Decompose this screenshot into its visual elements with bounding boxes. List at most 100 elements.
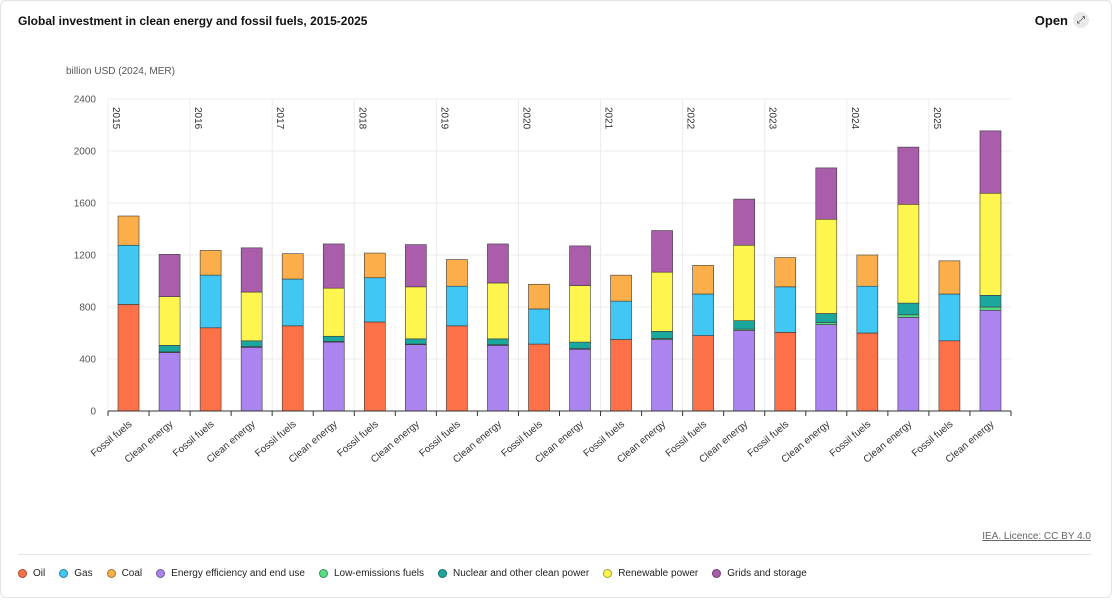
bar-segment: [487, 282, 509, 340]
legend-label: Grids and storage: [727, 568, 807, 579]
y-tick-label: 1200: [74, 251, 97, 262]
bar-segment: [281, 325, 304, 412]
year-label: 2017: [274, 107, 285, 130]
bar-segment: [856, 285, 879, 334]
year-label: 2021: [603, 107, 614, 130]
bar-segment: [651, 331, 673, 339]
bar-segment: [281, 278, 304, 327]
bar-segment: [487, 243, 509, 284]
bar-segment: [938, 340, 961, 412]
legend-swatch: [712, 569, 722, 578]
licence-link[interactable]: IEA. Licence: CC BY 4.0: [982, 531, 1091, 542]
bar-segment: [158, 254, 181, 297]
bar-segment: [651, 271, 673, 332]
year-label: 2015: [110, 107, 121, 130]
bar-segment: [405, 344, 427, 412]
bar-segment: [815, 167, 838, 220]
bar-segment: [815, 218, 838, 314]
bar-segment: [158, 296, 181, 346]
bar-segment: [117, 304, 140, 412]
bar-segment: [199, 327, 222, 412]
year-label: 2016: [192, 107, 203, 130]
bar-segment: [979, 306, 1002, 311]
bar-segment: [487, 338, 509, 346]
year-label: 2018: [356, 107, 367, 130]
bar-segment: [774, 332, 797, 412]
bar-segment: [363, 277, 386, 323]
bar-segment: [446, 259, 468, 287]
bar-segment: [692, 335, 714, 412]
year-label: 2024: [849, 107, 860, 130]
bar-segment: [651, 339, 673, 412]
y-tick-label: 800: [79, 303, 96, 314]
bar-segment: [487, 345, 509, 412]
bar-segment: [322, 335, 345, 342]
bar-segment: [610, 339, 632, 412]
bar-segment: [733, 244, 756, 321]
bar-segment: [979, 192, 1002, 296]
legend-swatch: [156, 569, 166, 578]
legend-item[interactable]: Energy efficiency and end use: [156, 568, 305, 579]
bar-segment: [528, 308, 550, 345]
legend-item[interactable]: Nuclear and other clean power: [438, 568, 589, 579]
bar-segment: [692, 293, 714, 336]
y-axis-label: billion USD (2024, MER): [66, 66, 175, 77]
bar-segment: [240, 247, 263, 293]
bar-segment: [569, 341, 591, 349]
bar-segment: [158, 352, 181, 412]
bar-segment: [281, 253, 304, 280]
y-tick-label: 2400: [74, 95, 97, 106]
bar-segment: [363, 321, 386, 412]
bar-segment: [897, 314, 920, 318]
year-label: 2020: [520, 107, 531, 130]
legend-label: Coal: [121, 568, 143, 579]
open-label: Open: [1034, 12, 1068, 28]
chart-title: Global investment in clean energy and fo…: [18, 14, 368, 28]
legend-item[interactable]: Oil: [18, 568, 45, 579]
bar-segment: [446, 325, 468, 412]
legend: Oil Gas Coal Energy efficiency and end use L…: [18, 568, 807, 579]
legend-swatch: [318, 569, 328, 578]
bar-segment: [938, 260, 961, 295]
bar-segment: [938, 293, 961, 342]
bar-segment: [446, 285, 468, 327]
legend-label: Nuclear and other clean power: [453, 568, 590, 579]
legend-item[interactable]: Coal: [106, 568, 143, 579]
open-button[interactable]: Open ⤢: [1035, 12, 1089, 28]
bar-segment: [363, 252, 386, 279]
chart-svg: 0 400 800 1200 1600 2000 2400 2015 2016 2017 2018 2…: [74, 95, 1012, 466]
bar-segment: [774, 257, 797, 288]
bar-segment: [240, 340, 263, 347]
legend-item[interactable]: Renewable power: [603, 568, 698, 579]
bar-segment: [405, 244, 427, 288]
bar-segment: [897, 317, 920, 412]
bar-segment: [979, 294, 1002, 308]
legend-item[interactable]: Grids and storage: [712, 568, 807, 579]
year-label: 2025: [931, 107, 942, 130]
bar-segment: [897, 204, 920, 304]
bar-segment: [240, 346, 263, 412]
bar-segment: [405, 286, 427, 340]
bar-segment: [322, 243, 345, 289]
legend-item[interactable]: Gas: [59, 568, 93, 579]
legend-swatch: [438, 569, 447, 578]
bar-segment: [979, 130, 1002, 194]
bar-segment: [528, 283, 550, 310]
legend-label: Renewable power: [618, 568, 699, 579]
bar-segment: [322, 287, 345, 337]
bar-segment: [240, 291, 263, 342]
bar-segment: [651, 230, 673, 273]
bar-segment: [733, 320, 756, 330]
bar-segment: [569, 285, 591, 343]
bar-segment: [856, 254, 879, 287]
bar-segment: [610, 274, 632, 302]
bar-segment: [528, 343, 550, 412]
legend-item[interactable]: Low-emissions fuels: [318, 568, 424, 579]
bar-segment: [117, 215, 140, 246]
legend-swatch: [18, 569, 27, 578]
bar-segment: [856, 332, 879, 412]
bar-segment: [569, 348, 591, 412]
bar-segment: [158, 345, 181, 353]
bar-segment: [199, 274, 222, 329]
y-tick-label: 1600: [74, 199, 97, 210]
